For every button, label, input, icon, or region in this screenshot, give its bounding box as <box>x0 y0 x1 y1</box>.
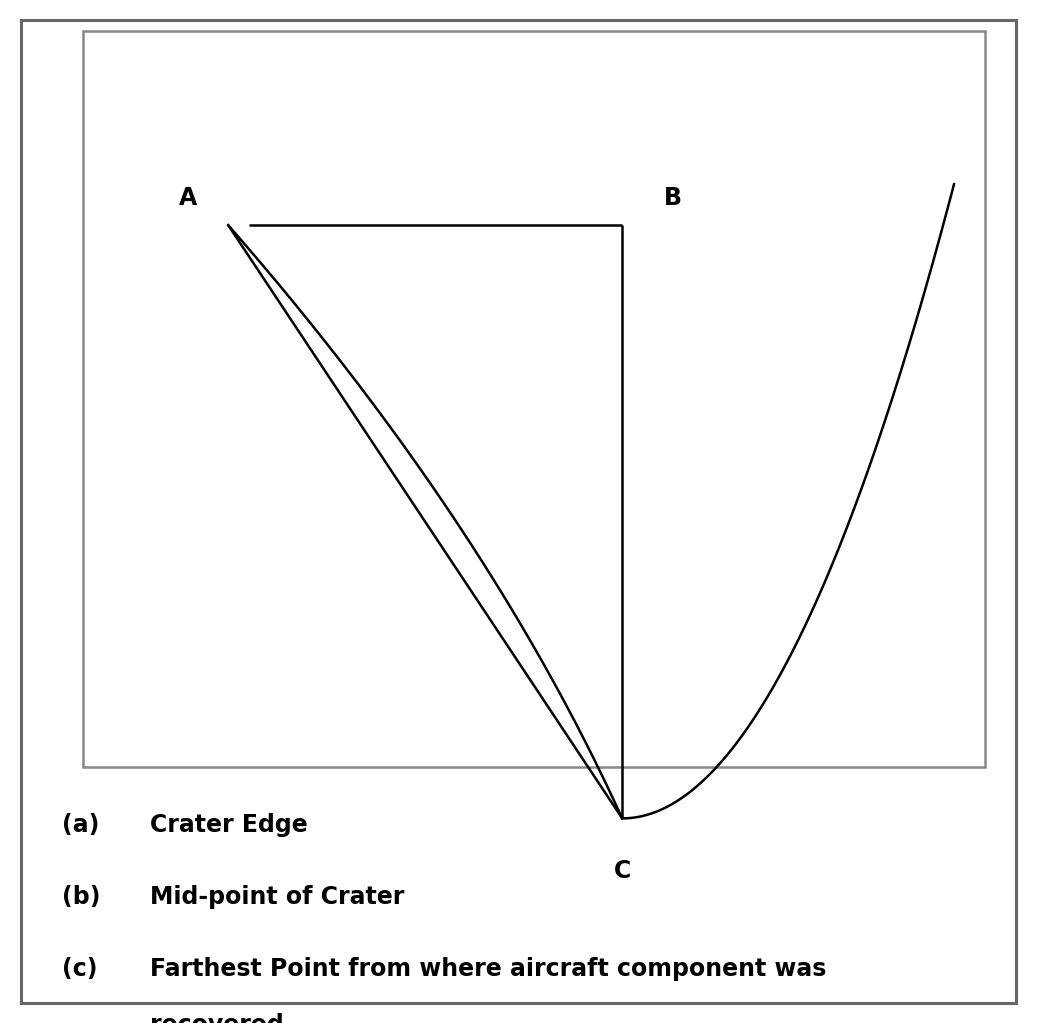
Text: (a): (a) <box>62 813 100 837</box>
Text: Farthest Point from where aircraft component was: Farthest Point from where aircraft compo… <box>150 957 826 980</box>
Text: recovered: recovered <box>150 1013 284 1023</box>
Text: (c): (c) <box>62 957 97 980</box>
Text: C: C <box>614 859 630 883</box>
Bar <box>83 31 985 767</box>
Text: B: B <box>664 186 681 210</box>
Text: Crater Edge: Crater Edge <box>150 813 308 837</box>
Text: Mid-point of Crater: Mid-point of Crater <box>150 885 404 908</box>
Text: (b): (b) <box>62 885 101 908</box>
Text: A: A <box>178 186 197 210</box>
